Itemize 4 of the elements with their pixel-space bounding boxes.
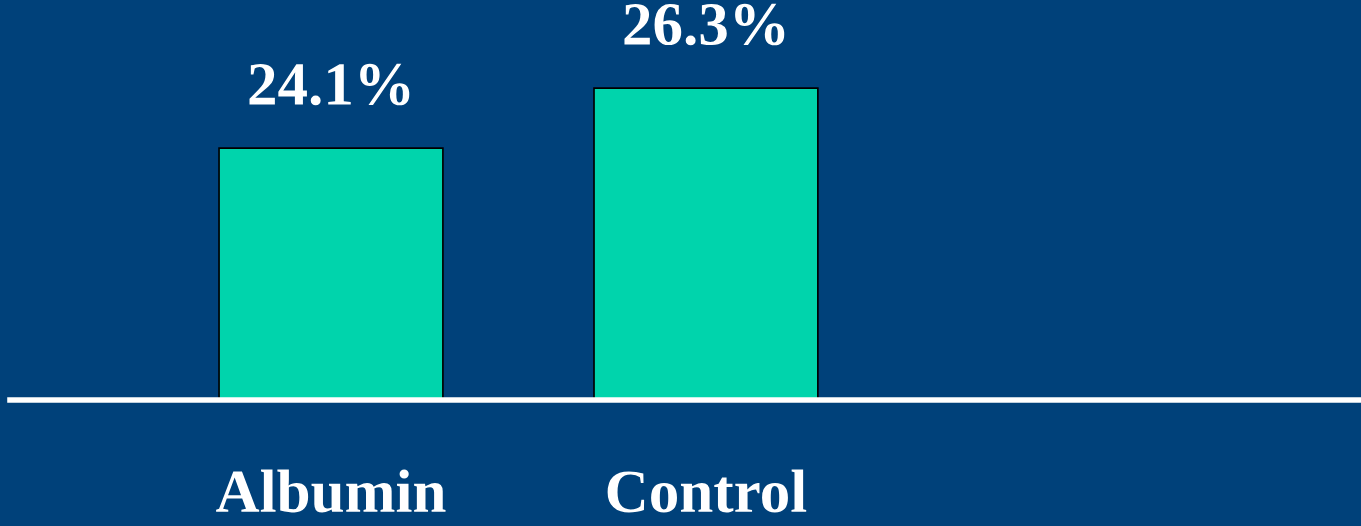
x-tick-label: Control xyxy=(607,469,807,513)
x-tick-label: Albumin xyxy=(216,469,446,513)
data-label: 24.1% xyxy=(249,63,410,106)
data-label: 26.3% xyxy=(624,3,785,46)
